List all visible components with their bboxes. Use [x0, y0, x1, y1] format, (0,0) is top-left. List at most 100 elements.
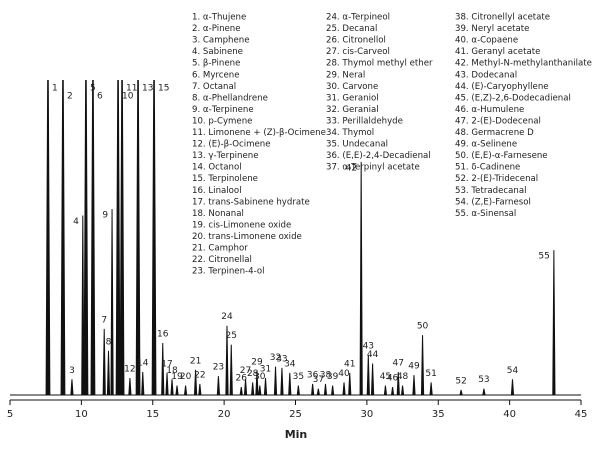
peak-label: 14: [137, 359, 149, 369]
compound-name: 54. (Z,E)-Farnesol: [455, 197, 531, 207]
compound-name: 50. (E,E)-α-Farnesene: [455, 151, 548, 161]
compound-name: 15. Terpinolene: [192, 174, 258, 184]
peak: [161, 343, 165, 396]
compound-name: 27. cis-Carveol: [326, 47, 390, 57]
x-tick-label: 10: [75, 409, 88, 420]
compound-name: 8. α-Phellandrene: [192, 93, 268, 103]
peak-label: 22: [194, 370, 205, 380]
peak-label: 11: [126, 84, 137, 94]
compound-name: 46. α-Humulene: [455, 105, 524, 115]
peak: [183, 385, 188, 396]
peak: [296, 385, 300, 396]
peak-label: 21: [190, 356, 201, 366]
peak: [141, 371, 145, 396]
peak-label: 52: [455, 376, 466, 386]
peak: [370, 363, 375, 396]
peak-label: 20: [180, 372, 192, 382]
peak-label: 23: [213, 363, 224, 373]
peak: [198, 383, 202, 396]
peak: [348, 372, 352, 396]
compound-name: 26. Citronellol: [326, 36, 386, 46]
peak: [115, 79, 121, 396]
peak: [255, 371, 259, 396]
compound-name: 3. Camphene: [192, 36, 250, 46]
peak-label: 44: [367, 350, 379, 360]
peak-label: 43: [363, 341, 374, 351]
x-tick-label: 35: [432, 409, 445, 420]
compound-name: 52. 2-(E)-Tridecenal: [455, 174, 538, 184]
peak-label: 51: [425, 369, 436, 379]
compound-name: 55. α-Sinensal: [455, 209, 516, 219]
compound-name: 38. Citronellyl acetate: [455, 13, 550, 23]
compound-name: 18. Nonanal: [192, 209, 244, 219]
compound-name: 39. Neryl acetate: [455, 24, 529, 34]
peak: [81, 215, 85, 396]
peak: [175, 385, 179, 396]
peak-label: 50: [417, 322, 429, 332]
peak-label: 7: [101, 315, 107, 325]
compound-name: 42. Methyl-N-methylanthanilate: [455, 59, 592, 69]
compound-name: 20. trans-Limonene oxide: [192, 232, 302, 242]
x-tick-label: 30: [361, 409, 374, 420]
peak: [366, 354, 370, 396]
compound-name: 48. Germacrene D: [455, 128, 534, 138]
peak: [135, 79, 141, 396]
peak: [390, 387, 395, 396]
x-tick-label: 25: [289, 409, 302, 420]
peak-label: 33: [276, 354, 287, 364]
peak: [165, 372, 169, 396]
compound-name: 9. α-Terpinene: [192, 105, 254, 115]
peak-label: 34: [284, 359, 296, 369]
peak-label: 32: [270, 353, 281, 363]
compound-name: 37. α-Terpinyl acetate: [326, 163, 420, 173]
compound-name: 23. Terpinen-4-ol: [192, 267, 265, 277]
peak: [280, 367, 284, 396]
peak: [359, 161, 363, 396]
peak: [83, 79, 89, 396]
peak: [60, 79, 66, 396]
compound-name: 4. Sabinene: [192, 47, 243, 57]
peak: [128, 377, 132, 396]
peak-label: 4: [73, 217, 79, 227]
compound-name: 32. Geranial: [326, 105, 379, 115]
peak: [263, 377, 268, 396]
peak: [311, 383, 315, 396]
compound-name: 19. cis-Limonene oxide: [192, 220, 291, 230]
compound-name: 34. Thymol: [326, 128, 374, 138]
peak: [102, 328, 106, 396]
peak-label: 30: [254, 372, 266, 382]
peak-label: 16: [157, 330, 169, 340]
compound-name: 16. Linalool: [192, 186, 242, 196]
x-tick-label: 5: [7, 409, 13, 420]
x-tick-label: 40: [503, 409, 516, 420]
peak: [119, 79, 125, 396]
compound-name: 24. α-Terpineol: [326, 13, 390, 23]
peak-label: 24: [221, 312, 233, 322]
peak: [239, 387, 243, 396]
compound-name: 40. α-Copaene: [455, 36, 518, 46]
peak: [459, 389, 463, 396]
peak-label: 18: [166, 366, 178, 376]
peak: [258, 385, 262, 396]
compound-name: 41. Geranyl acetate: [455, 47, 540, 57]
peak-label: 25: [226, 331, 237, 341]
peak-label: 42: [346, 163, 357, 173]
compound-name: 44. (E)-Caryophyllene: [455, 82, 549, 92]
peak-label: 31: [260, 364, 271, 374]
peak-label: 2: [67, 92, 73, 102]
compound-name: 43. Dodecanal: [455, 70, 517, 80]
peak-label: 6: [97, 92, 103, 102]
compound-name: 21. Camphor: [192, 244, 248, 254]
compound-name: 28. Thymol methyl ether: [326, 59, 433, 69]
compound-name: 51. δ-Cadinene: [455, 163, 520, 173]
peak-label: 48: [397, 372, 409, 382]
peak-label: 13: [142, 84, 153, 94]
compound-name: 11. Limonene + (Z)-β-Ocimene: [192, 128, 326, 138]
peak: [110, 209, 114, 396]
peak: [383, 385, 388, 396]
peak-label: 47: [393, 359, 404, 369]
peak-label: 29: [251, 358, 263, 368]
peak-label: 37: [313, 375, 324, 385]
compound-name: 45. (E,Z)-2,6-Dodecadienal: [455, 93, 571, 103]
